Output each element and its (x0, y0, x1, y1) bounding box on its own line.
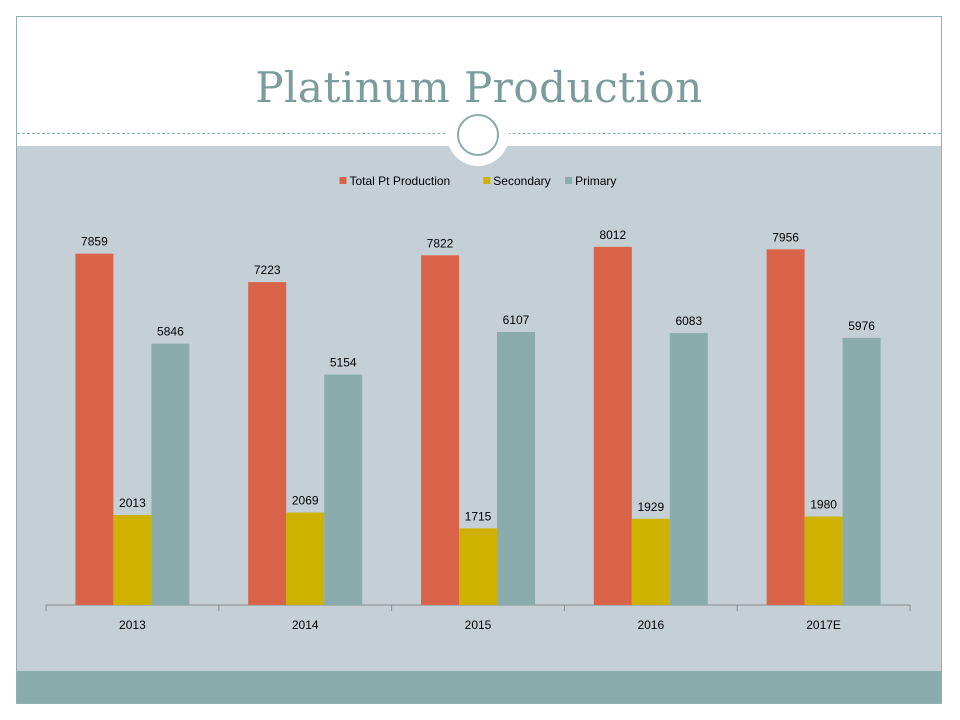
bar-primary (151, 343, 190, 605)
x-tick-label: 2016 (637, 618, 664, 632)
chart-plot-area: 7859 2013 5846 2013 7223 2069 5154 2014 7822 1715… (45, 228, 911, 632)
bar-secondary (631, 518, 670, 605)
x-tick-label: 2014 (292, 618, 319, 632)
data-label: 6083 (675, 314, 702, 328)
bar-secondary (804, 516, 843, 605)
data-label: 5976 (848, 319, 875, 333)
footer-band (17, 671, 941, 703)
bar-secondary (459, 528, 497, 605)
bar-secondary (113, 515, 152, 605)
bar-total-pt-production (248, 282, 287, 605)
bar-total-pt-production (766, 249, 805, 605)
bar-primary (497, 331, 535, 605)
chart-legend: Total Pt Production Secondary Primary (339, 174, 616, 188)
data-label: 7956 (772, 230, 799, 244)
data-label: 5846 (157, 325, 184, 339)
data-label: 7223 (254, 263, 281, 277)
data-label: 7822 (427, 236, 454, 250)
data-label: 1980 (810, 497, 837, 511)
legend-label: Primary (575, 174, 616, 188)
data-label: 8012 (599, 228, 626, 242)
x-tick-label: 2015 (465, 618, 492, 632)
data-label: 1929 (637, 500, 664, 514)
bar-total-pt-production (593, 246, 632, 605)
bar-primary (842, 337, 881, 605)
slide-title: Platinum Production (255, 63, 703, 112)
legend-swatch (483, 177, 491, 184)
bar-secondary (286, 512, 325, 605)
data-label: 2013 (119, 496, 146, 510)
bar-total-pt-production (75, 253, 114, 605)
data-label: 2069 (292, 494, 319, 508)
legend-label: Secondary (493, 174, 550, 188)
data-label: 5154 (330, 356, 357, 370)
bar-total-pt-production (421, 255, 459, 605)
bar-primary (324, 374, 363, 605)
legend-swatch (565, 177, 573, 184)
data-label: 6107 (503, 313, 530, 327)
data-label: 1715 (465, 509, 492, 523)
legend-swatch (339, 177, 347, 184)
x-tick-label: 2013 (119, 618, 146, 632)
circle-ornament-ring (457, 114, 499, 156)
bar-primary (669, 333, 708, 605)
x-tick-label: 2017E (806, 618, 841, 632)
data-label: 7859 (81, 235, 108, 249)
legend-label: Total Pt Production (350, 174, 451, 188)
